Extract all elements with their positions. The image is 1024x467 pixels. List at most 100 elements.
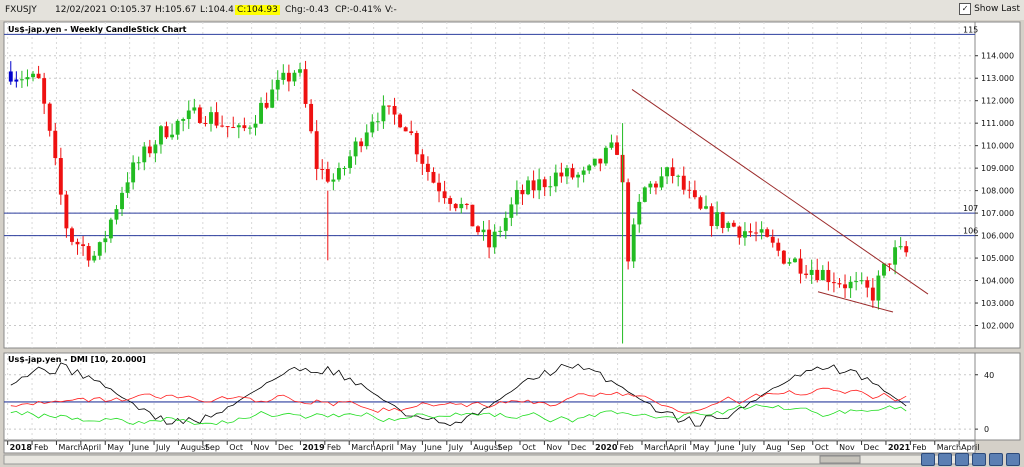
x-tick-label: 2018 bbox=[10, 443, 33, 452]
candle-body bbox=[270, 89, 275, 108]
nav-icons bbox=[921, 453, 1020, 466]
candle-body bbox=[387, 105, 391, 107]
candle-body bbox=[286, 72, 291, 82]
candle-body bbox=[848, 281, 853, 289]
candle-body bbox=[704, 206, 708, 209]
candle-body bbox=[820, 269, 825, 281]
x-tick-label: Sep bbox=[498, 443, 513, 452]
settings-icon[interactable] bbox=[1006, 453, 1020, 466]
x-tick-label: July bbox=[448, 443, 464, 452]
candle-body bbox=[353, 141, 358, 157]
show-last-checkbox[interactable]: ✓ bbox=[959, 3, 972, 15]
candle-body bbox=[281, 72, 286, 80]
candle-body bbox=[570, 168, 575, 178]
x-tick-label: July bbox=[155, 443, 171, 452]
zoom-in-icon[interactable] bbox=[921, 453, 935, 466]
show-last-label: Show Last bbox=[974, 4, 1020, 14]
x-tick-label: Nov bbox=[839, 443, 855, 452]
open-label: O:105.37 bbox=[110, 5, 152, 15]
x-tick-label: Sep bbox=[205, 443, 220, 452]
price-tick-label: 104.000 bbox=[981, 277, 1014, 286]
scroll-right-icon[interactable] bbox=[972, 453, 986, 466]
close-label: C:104.93 bbox=[235, 5, 280, 15]
scroll-left-icon[interactable] bbox=[955, 453, 969, 466]
price-tick-label: 107.000 bbox=[981, 209, 1014, 218]
candle-body bbox=[665, 167, 670, 177]
candle-body bbox=[481, 229, 486, 233]
candle-body bbox=[698, 197, 703, 209]
candle-body bbox=[859, 280, 864, 282]
zoom-out-icon[interactable] bbox=[938, 453, 952, 466]
dmi-tick-label: 40 bbox=[984, 371, 994, 380]
candle-body bbox=[542, 179, 547, 188]
candle-body bbox=[793, 258, 797, 263]
candle-body bbox=[503, 217, 508, 231]
change-percent-label: CP:-0.41% bbox=[335, 5, 382, 15]
candle-body bbox=[303, 69, 308, 104]
candle-body bbox=[520, 189, 525, 195]
candle-body bbox=[209, 112, 213, 124]
candle-body bbox=[598, 158, 603, 164]
candle-body bbox=[476, 226, 480, 233]
candle-body bbox=[298, 69, 302, 73]
candle-body bbox=[120, 192, 124, 210]
candle-body bbox=[325, 168, 330, 182]
candle-body bbox=[247, 127, 252, 129]
candle-body bbox=[381, 105, 386, 122]
price-tick-label: 109.000 bbox=[981, 164, 1014, 173]
candle-body bbox=[526, 180, 530, 195]
candle-body bbox=[25, 77, 30, 80]
x-tick-label: Nov bbox=[254, 443, 270, 452]
x-tick-label: Nov bbox=[546, 443, 562, 452]
candle-body bbox=[648, 183, 653, 188]
x-tick-label: 2020 bbox=[595, 443, 618, 452]
candle-body bbox=[559, 172, 564, 177]
x-tick-label: May bbox=[693, 443, 710, 452]
x-tick-label: April bbox=[83, 443, 101, 452]
candle-body bbox=[898, 246, 903, 248]
price-tick-label: 110.000 bbox=[981, 142, 1014, 151]
x-tick-label: Dec bbox=[864, 443, 879, 452]
candle-body bbox=[581, 170, 586, 175]
x-tick-label: April bbox=[376, 443, 394, 452]
candle-body bbox=[125, 182, 130, 193]
candle-body bbox=[70, 228, 74, 242]
fit-icon[interactable] bbox=[989, 453, 1003, 466]
price-axis-bg bbox=[974, 21, 1021, 349]
dmi-chart-title: Us$-jap.yen - DMI [10, 20.000] bbox=[8, 355, 146, 364]
candle-body bbox=[420, 154, 425, 164]
candle-body bbox=[114, 209, 119, 220]
candle-body bbox=[531, 180, 536, 191]
candle-body bbox=[320, 168, 325, 170]
candle-body bbox=[470, 204, 475, 227]
candle-body bbox=[565, 168, 569, 177]
chart-area[interactable]: 114.000 113.000 112.000 111.000 110.000 109.0… bbox=[0, 20, 1024, 467]
candle-body bbox=[726, 222, 731, 228]
chart-svg[interactable]: 114.000 113.000 112.000 111.000 110.000 109.0… bbox=[0, 20, 1024, 467]
show-last-toggle[interactable]: ✓ Show Last bbox=[959, 3, 1020, 15]
candle-body bbox=[709, 206, 714, 227]
candle-body bbox=[309, 103, 314, 132]
candle-body bbox=[804, 273, 809, 275]
x-tick-label: Oct bbox=[229, 443, 243, 452]
x-tick-label: Oct bbox=[815, 443, 829, 452]
candle-body bbox=[19, 79, 24, 81]
candle-body bbox=[8, 71, 13, 82]
candle-body bbox=[14, 79, 19, 82]
candle-body bbox=[392, 105, 397, 115]
candle-body bbox=[492, 231, 497, 248]
x-tick-label: May bbox=[107, 443, 124, 452]
change-label: Chg:-0.43 bbox=[285, 5, 330, 15]
x-tick-label: Feb bbox=[620, 443, 634, 452]
candle-body bbox=[831, 282, 836, 284]
candle-body bbox=[587, 165, 592, 171]
candle-body bbox=[108, 219, 113, 239]
x-tick-label: August bbox=[473, 443, 501, 452]
x-tick-label: Feb bbox=[327, 443, 341, 452]
candle-body bbox=[670, 167, 675, 176]
scrollbar-thumb bbox=[819, 455, 861, 464]
candle-body bbox=[220, 125, 225, 127]
candle-body bbox=[175, 120, 180, 135]
candle-body bbox=[31, 73, 35, 78]
candle-body bbox=[103, 238, 108, 243]
